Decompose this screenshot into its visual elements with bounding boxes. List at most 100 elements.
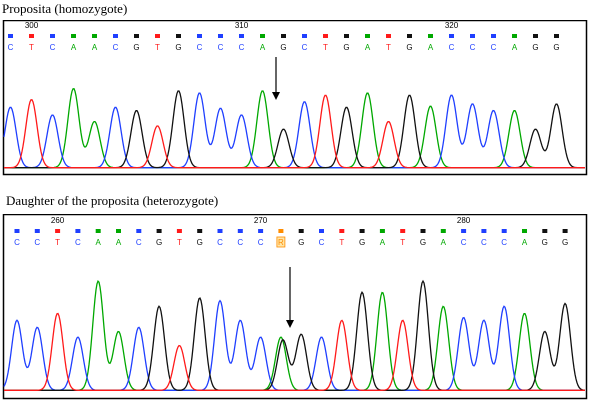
base-call-marker bbox=[95, 229, 101, 233]
base-call-letter: T bbox=[177, 238, 182, 247]
base-call-letter: C bbox=[239, 43, 245, 52]
base-call-marker bbox=[136, 229, 142, 233]
base-call-marker bbox=[92, 34, 97, 38]
base-call-marker bbox=[365, 34, 370, 38]
position-label: 260 bbox=[51, 216, 65, 225]
panel-frame bbox=[2, 214, 588, 400]
base-call-letter: G bbox=[197, 238, 203, 247]
trace-c bbox=[3, 92, 585, 169]
base-call-letter: A bbox=[365, 43, 371, 52]
base-call-letter: T bbox=[386, 43, 391, 52]
trace-t bbox=[4, 312, 585, 391]
base-call-letter: C bbox=[501, 238, 507, 247]
base-call-letter: A bbox=[92, 43, 98, 52]
base-call-marker bbox=[386, 34, 391, 38]
base-call-letter: A bbox=[71, 43, 77, 52]
base-call-marker bbox=[281, 34, 286, 38]
base-call-letter: C bbox=[491, 43, 497, 52]
base-call-marker bbox=[155, 34, 160, 38]
panel-label-proposita: Proposita (homozygote) bbox=[2, 1, 128, 16]
variant-arrow-head bbox=[272, 92, 280, 100]
base-call-letter: C bbox=[75, 238, 81, 247]
base-call-letter: A bbox=[380, 238, 386, 247]
base-call-letter: A bbox=[116, 238, 122, 247]
base-call-marker bbox=[319, 229, 324, 233]
base-call-letter: T bbox=[400, 238, 405, 247]
base-call-marker bbox=[113, 34, 118, 38]
base-call-marker bbox=[34, 229, 40, 233]
base-call-marker bbox=[217, 229, 223, 233]
base-call-marker bbox=[428, 34, 433, 38]
base-call-letter: C bbox=[197, 43, 203, 52]
base-call-letter: G bbox=[298, 238, 304, 247]
base-call-letter: G bbox=[420, 238, 426, 247]
base-call-letter: C bbox=[50, 43, 56, 52]
base-call-letter: C bbox=[136, 238, 142, 247]
base-call-marker bbox=[542, 229, 548, 233]
base-call-letter: C bbox=[258, 238, 264, 247]
base-call-letter: G bbox=[133, 43, 139, 52]
base-call-marker bbox=[55, 229, 61, 233]
base-call-marker bbox=[501, 229, 507, 233]
base-call-letter: G bbox=[553, 43, 559, 52]
base-call-marker bbox=[440, 229, 446, 233]
base-call-marker bbox=[156, 229, 162, 233]
base-call-marker bbox=[197, 34, 202, 38]
trace-t bbox=[4, 94, 585, 169]
base-call-marker bbox=[323, 34, 328, 38]
base-call-marker bbox=[8, 34, 13, 38]
trace-g bbox=[4, 279, 586, 391]
base-call-marker bbox=[562, 229, 568, 233]
base-call-marker bbox=[134, 34, 139, 38]
base-call-marker bbox=[176, 229, 182, 233]
base-call-letter: C bbox=[481, 238, 487, 247]
base-call-letter: G bbox=[406, 43, 412, 52]
base-call-letter: A bbox=[522, 238, 528, 247]
base-call-marker bbox=[50, 34, 55, 38]
base-call-marker bbox=[481, 229, 487, 233]
base-call-letter: C bbox=[217, 238, 223, 247]
base-call-letter: C bbox=[237, 238, 243, 247]
base-call-marker bbox=[344, 34, 349, 38]
base-call-letter: T bbox=[339, 238, 344, 247]
base-call-letter: C bbox=[470, 43, 476, 52]
base-call-letter: G bbox=[175, 43, 181, 52]
base-call-marker bbox=[298, 229, 304, 233]
base-call-marker bbox=[218, 34, 223, 38]
base-call-marker bbox=[176, 34, 181, 38]
base-call-letter: C bbox=[461, 238, 467, 247]
base-call-letter: R bbox=[278, 238, 284, 247]
base-call-letter: C bbox=[113, 43, 119, 52]
base-call-marker bbox=[420, 229, 426, 233]
base-call-letter: G bbox=[343, 43, 349, 52]
base-call-marker bbox=[533, 34, 538, 38]
base-call-letter: T bbox=[55, 238, 60, 247]
base-call-marker bbox=[522, 229, 527, 233]
base-call-letter: C bbox=[8, 43, 14, 52]
base-call-letter: A bbox=[96, 238, 102, 247]
panel-label-daughter: Daughter of the proposita (heterozygote) bbox=[6, 193, 219, 208]
position-label: 310 bbox=[235, 21, 249, 30]
base-call-marker bbox=[278, 229, 284, 233]
base-call-letter: G bbox=[532, 43, 538, 52]
base-call-letter: T bbox=[323, 43, 328, 52]
base-call-marker bbox=[379, 229, 385, 233]
base-call-marker bbox=[339, 229, 345, 233]
base-call-letter: G bbox=[542, 238, 548, 247]
base-call-letter: C bbox=[14, 238, 20, 247]
base-call-letter: A bbox=[512, 43, 518, 52]
base-call-letter: G bbox=[359, 238, 365, 247]
base-call-marker bbox=[449, 34, 454, 38]
base-call-marker bbox=[554, 34, 559, 38]
position-label: 300 bbox=[25, 21, 39, 30]
base-call-letter: G bbox=[156, 238, 162, 247]
base-call-marker bbox=[400, 229, 406, 233]
base-call-marker bbox=[197, 229, 203, 233]
base-call-marker bbox=[491, 34, 496, 38]
base-call-marker bbox=[239, 34, 244, 38]
base-call-marker bbox=[461, 229, 467, 233]
base-call-marker bbox=[71, 34, 76, 38]
position-label: 280 bbox=[457, 216, 471, 225]
chromatogram-daughter: 260 270 280 C C T C A A C G T G C C C R G C T G A T G A C C C A G G bbox=[2, 214, 588, 400]
base-call-letter: T bbox=[155, 43, 160, 52]
